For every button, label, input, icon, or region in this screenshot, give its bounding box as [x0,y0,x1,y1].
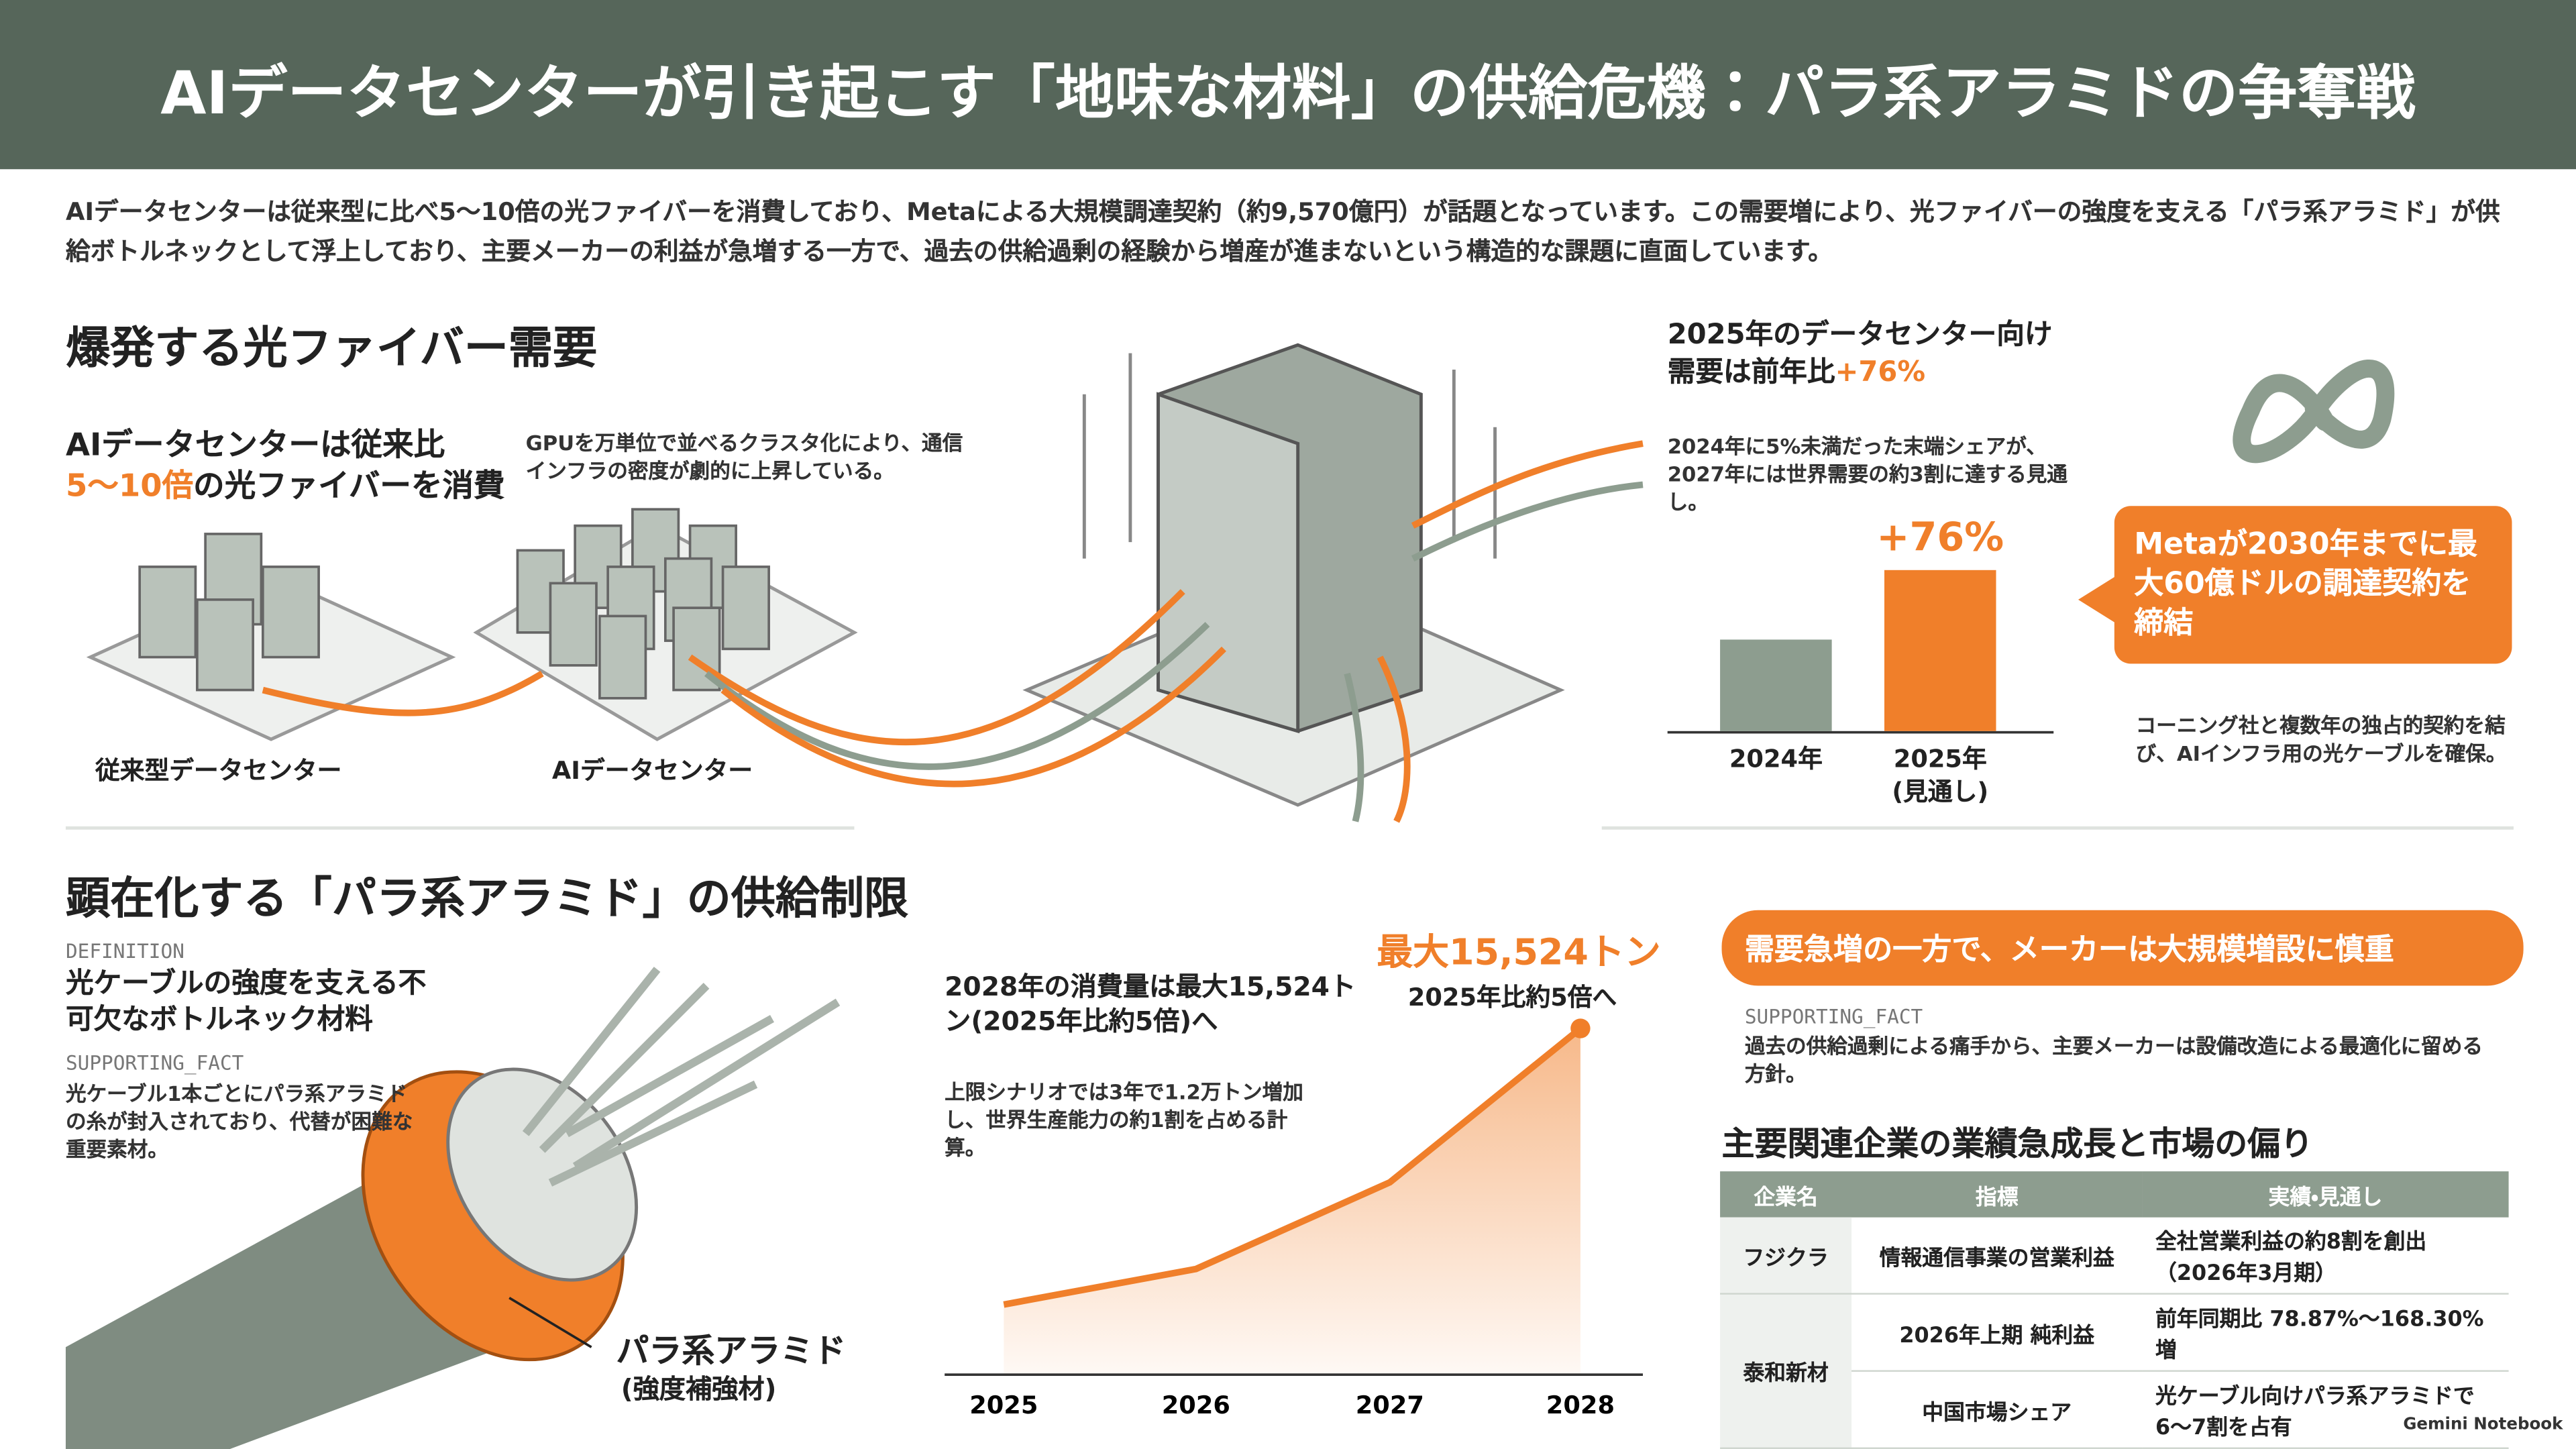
demand-text: 需要は前年比 [1667,356,1835,390]
page-title: AIデータセンターが引き起こす「地味な材料」の供給危機：パラ系アラミドの争奪戦 [160,60,2416,129]
demand-line: 需要は前年比+76% [1668,355,2053,392]
x-tick-label: 2028 [1546,1391,1615,1419]
note: GPUを万単位で並べるクラスタ化により、通信インフラの密度が劇的に上昇している。 [525,430,963,484]
footer: Gemini Notebook [2403,1416,2563,1434]
demand-line: 2025年のデータセンター向け [1667,319,2053,352]
x-tick-label: 2025年 (見通し) [1892,744,1989,807]
fact: 光ケーブル1本ごとにパラ系アラミドの糸が封入されており、代替が困難な重要素材。 [65,1081,413,1162]
callout-pointer [2078,575,2118,625]
fiber-cables [262,440,1644,823]
metric-cell: 情報通信事業の営業利益 [1851,1217,2143,1295]
note: コーニング社と複数年の独占的契約を結び、AIインフラ用の光ケーブルを確保。 [2135,712,2507,766]
company-cell: フジクラ [1720,1217,1852,1295]
section-heading: 爆発する光ファイバー需要 [65,323,598,375]
section-heading: 顕在化する「パラ系アラミド」の供給制限 [65,873,909,925]
cable-illustration [65,967,841,1449]
legacy-servers [138,533,320,692]
server-tower [1157,392,1300,734]
result-cell: 光ケーブル向けパラ系アラミドで6〜7割を占有 [2142,1371,2509,1449]
claim-rest: の光ファイバーを消費 [193,468,505,504]
point [1570,1018,1591,1038]
line-annotation: 最大15,524トン [1377,933,1661,975]
result-cell: 全社営業利益の約8割を創出（2026年3月期） [2142,1217,2509,1295]
company-table: 企業名 指標 実績・見通し フジクラ 情報通信事業の営業利益 全社営業利益の約8… [1720,1171,2509,1449]
callout: Metaが2030年までに最大60億ドルの調達契約を締結 [2114,506,2512,664]
result-cell: 前年同期比 78.87%〜168.30% 増 [2142,1293,2509,1372]
bar-annotation: +76% [1876,514,2004,561]
tag: SUPPORTING_FACT [65,1051,244,1075]
company-cell: 泰和新材 [1720,1293,1852,1449]
claim: AIデータセンターは従来比 5〜10倍の光ファイバーを消費 [66,425,505,507]
fact: 過去の供給過剰による痛手から、主要メーカーは設備改造による最適化に留める方針。 [1744,1033,2483,1086]
demand-title: 2025年のデータセンター向け 需要は前年比+76% [1668,317,2053,393]
intro-text: AIデータセンターは従来型に比べ5〜10倍の光ファイバーを消費しており、Meta… [65,197,2500,266]
x-tick-label: 2026 [1162,1391,1230,1419]
x-tick-label: 2024年 [1729,744,1823,774]
consumption-title: 2028年の消費量は最大15,524トン(2025年比約5倍)へ [945,971,1356,1037]
header-cell: 実績・見通し [2142,1171,2509,1218]
note: 2024年に5%未満だった末端シェアが、2027年には世界需要の約3割に達する見… [1667,433,2068,515]
cable-sublabel: (強度補強材) [621,1373,777,1405]
header-cell: 指標 [1851,1171,2143,1218]
line-chart: 2025 2026 2027 2028 [969,1018,1615,1419]
claim-line: AIデータセンターは従来比 [65,427,445,464]
metric-cell: 中国市場シェア [1851,1371,2143,1449]
bar-chart [1720,570,1996,731]
table-row: 泰和新材 2026年上期 純利益 前年同期比 78.87%〜168.30% 増 [1720,1293,2509,1449]
x-tick-label: 2027 [1356,1391,1424,1419]
header-cell: 企業名 [1720,1171,1852,1218]
illustration-label: 従来型データセンター [95,755,342,786]
table-header: 企業名 指標 実績・見通し [1720,1171,2509,1218]
claim-highlight: 5〜10倍 [65,468,194,504]
tag: SUPPORTING_FACT [1744,1005,1923,1029]
demand-highlight: +76% [1835,356,1926,390]
header-bar [0,0,2576,170]
illustration-label: AIデータセンター [551,755,753,786]
note: 上限シナリオでは3年で1.2万トン増加し、世界生産能力の約1割を占める計算。 [945,1079,1303,1160]
table-row: フジクラ 情報通信事業の営業利益 全社営業利益の約8割を創出（2026年3月期） [1720,1217,2509,1295]
bar [1884,570,1996,731]
line [1003,1026,1582,1308]
metric-cell: 2026年上期 純利益 [1851,1293,2143,1372]
callout: 需要急増の一方で、メーカーは大規模増設に慎重 [1721,910,2524,986]
spikes [1082,353,1497,559]
ai-servers [516,508,770,700]
x-tick-label: 2025 [969,1391,1038,1419]
meta-logo [2233,360,2395,464]
cable-label: パラ系アラミド [616,1330,847,1371]
bar [1720,639,1832,731]
tag: DEFINITION [65,939,184,963]
table-row: 中国市場シェア 光ケーブル向けパラ系アラミドで6〜7割を占有 [1720,1371,2509,1449]
line-area [1004,1028,1580,1374]
claim-line: 5〜10倍の光ファイバーを消費 [66,467,505,508]
definition: 光ケーブルの強度を支える不可欠なボトルネック材料 [65,967,427,1037]
table-title: 主要関連企業の業績急成長と市場の偏り [1721,1124,2314,1163]
line-annotation-sub: 2025年比約5倍へ [1407,982,1617,1012]
